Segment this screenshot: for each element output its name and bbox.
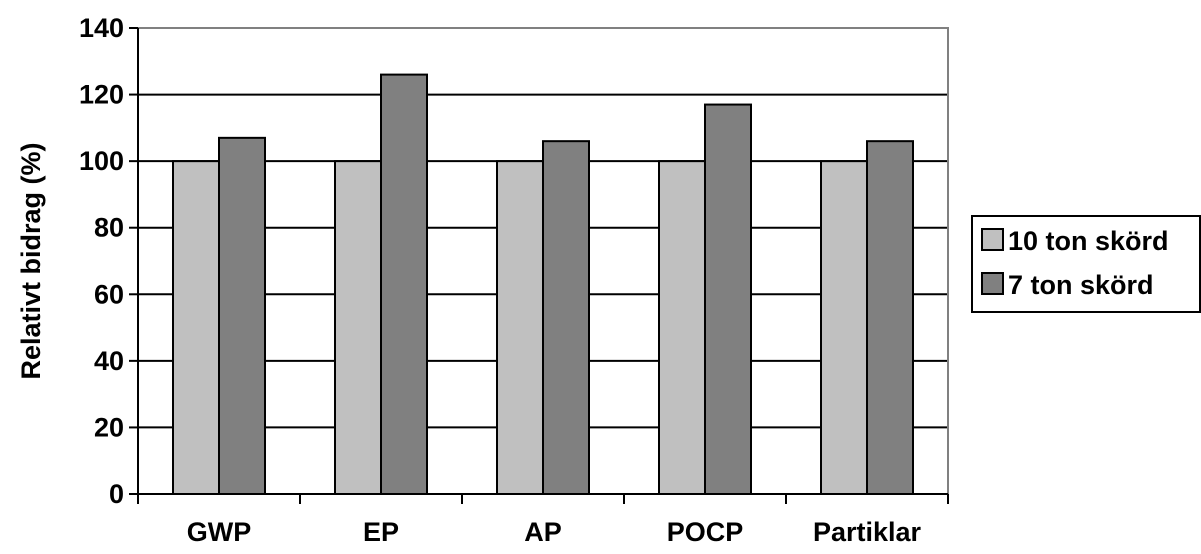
bar-ap-series-1 bbox=[496, 160, 544, 495]
y-tick-label: 20 bbox=[94, 412, 124, 442]
x-tick-label: GWP bbox=[187, 517, 252, 547]
y-tick-label: 120 bbox=[79, 80, 124, 110]
bar-ep-series-1 bbox=[334, 160, 382, 495]
axes bbox=[129, 27, 949, 504]
legend-swatch bbox=[981, 228, 1004, 251]
bar-ep-series-2 bbox=[380, 73, 428, 495]
bar-pocp-series-1 bbox=[658, 160, 706, 495]
x-tick-label: POCP bbox=[667, 517, 744, 547]
legend-label: 10 ton skörd bbox=[1008, 226, 1169, 256]
bar-partiklar-series-1 bbox=[820, 160, 868, 495]
x-tick-label: EP bbox=[363, 517, 399, 547]
y-tick-label: 0 bbox=[109, 479, 124, 509]
y-tick-label: 140 bbox=[79, 13, 124, 43]
bar-pocp-series-2 bbox=[704, 103, 752, 496]
x-tick-labels: GWP EP AP POCP Partiklar bbox=[187, 517, 922, 547]
bar-gwp-series-2 bbox=[218, 136, 266, 495]
legend-label: 7 ton skörd bbox=[1008, 270, 1154, 300]
legend: 10 ton skörd 7 ton skörd bbox=[971, 215, 1201, 313]
y-tick-label: 60 bbox=[94, 279, 124, 309]
y-tick-label: 80 bbox=[94, 213, 124, 243]
bar-partiklar-series-2 bbox=[866, 140, 914, 496]
y-axis-title: Relativt bidrag (%) bbox=[16, 142, 46, 379]
y-tick-label: 40 bbox=[94, 346, 124, 376]
y-tick-label: 100 bbox=[79, 146, 124, 176]
bar-ap-series-2 bbox=[542, 140, 590, 496]
y-tick-labels: 0 20 40 60 80 100 120 140 bbox=[79, 13, 124, 509]
x-tick-label: AP bbox=[524, 517, 562, 547]
bars bbox=[172, 73, 914, 496]
legend-box bbox=[971, 215, 1201, 313]
bar-gwp-series-1 bbox=[172, 160, 220, 495]
legend-swatch bbox=[981, 272, 1004, 295]
x-tick-label: Partiklar bbox=[813, 517, 922, 547]
